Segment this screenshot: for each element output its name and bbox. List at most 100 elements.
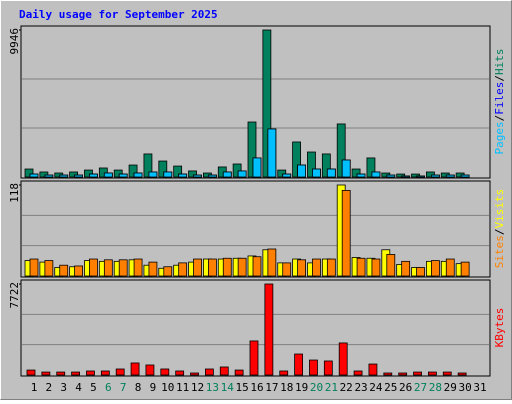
- x-tick-label: 6: [105, 381, 112, 394]
- bar: [173, 165, 183, 178]
- x-tick-label: 24: [369, 381, 383, 394]
- x-tick-label: 27: [414, 381, 427, 394]
- bar: [267, 248, 277, 277]
- legend-entry: Files: [493, 82, 506, 115]
- x-tick-label: 8: [135, 381, 142, 394]
- bar: [133, 258, 143, 277]
- bar: [118, 259, 128, 277]
- legend-entry: Pages: [493, 121, 506, 154]
- x-tick-label: 29: [444, 381, 457, 394]
- bar: [247, 121, 257, 178]
- bar: [29, 173, 39, 178]
- x-tick-label: 21: [325, 381, 338, 394]
- bar: [427, 371, 437, 376]
- bar: [411, 173, 420, 178]
- bar: [163, 171, 173, 178]
- bar: [416, 267, 425, 277]
- bar: [24, 168, 34, 178]
- bar: [190, 372, 199, 376]
- x-tick-label: 13: [206, 381, 219, 394]
- bar: [366, 157, 376, 178]
- bar: [460, 174, 470, 178]
- x-tick-label: 16: [250, 381, 263, 394]
- bar: [430, 174, 440, 178]
- bar: [148, 171, 158, 178]
- x-tick-label: 7: [120, 381, 127, 394]
- bar: [188, 170, 197, 178]
- bar: [86, 370, 95, 376]
- bar: [178, 173, 188, 178]
- bar: [29, 258, 39, 277]
- bar: [193, 174, 202, 178]
- bar: [341, 159, 351, 178]
- bar: [396, 173, 406, 178]
- chart-title: Daily usage for September 2025: [19, 8, 218, 21]
- bar: [89, 258, 98, 277]
- bar: [143, 153, 153, 178]
- bar: [460, 261, 470, 277]
- bar: [356, 173, 366, 178]
- bar: [69, 171, 78, 178]
- legend-separator: /: [493, 75, 506, 82]
- bar: [219, 366, 229, 376]
- bar: [163, 266, 173, 277]
- bar: [128, 164, 138, 178]
- bar: [74, 265, 83, 277]
- bar: [103, 259, 113, 277]
- bar: [84, 169, 93, 178]
- bar: [115, 368, 125, 376]
- bar: [222, 257, 232, 277]
- bar: [249, 340, 259, 376]
- x-tick-label: 30: [459, 381, 472, 394]
- legend-entry: Sites: [493, 235, 506, 268]
- bar: [351, 168, 361, 178]
- bar: [356, 257, 366, 277]
- bar: [371, 171, 381, 178]
- bar: [307, 151, 316, 178]
- bar: [336, 123, 346, 178]
- legend-entry: Visits: [493, 189, 506, 229]
- bar: [113, 169, 123, 178]
- bar: [158, 160, 168, 178]
- bar: [222, 171, 232, 178]
- bar: [207, 174, 217, 178]
- bar: [103, 172, 113, 178]
- bar: [383, 372, 393, 376]
- bar: [279, 370, 289, 376]
- bar: [386, 174, 396, 178]
- bar: [175, 370, 185, 376]
- x-tick-label: 26: [399, 381, 412, 394]
- bar: [312, 168, 321, 178]
- bar: [204, 368, 214, 376]
- x-tick-label: 4: [75, 381, 82, 394]
- legend: Pages/Files/Hits: [493, 49, 506, 155]
- x-tick-label: 3: [60, 381, 67, 394]
- legend-entry: Hits: [493, 49, 506, 76]
- bar: [321, 153, 331, 178]
- bar: [368, 363, 378, 376]
- bar: [277, 169, 287, 178]
- bar: [398, 372, 408, 376]
- bar: [262, 29, 272, 178]
- bar: [130, 362, 140, 376]
- legend: Sites/Visits: [493, 189, 506, 269]
- bar: [294, 353, 304, 376]
- bar: [326, 258, 336, 277]
- bar: [292, 141, 302, 178]
- bar: [430, 260, 440, 277]
- bar: [234, 369, 244, 376]
- bar: [282, 262, 292, 277]
- bar: [445, 174, 455, 178]
- bar: [98, 167, 108, 178]
- bar: [207, 258, 217, 277]
- bar: [413, 371, 422, 376]
- legend-separator: /: [493, 229, 506, 236]
- bar: [232, 163, 242, 178]
- legend-entry: KBytes: [493, 308, 506, 348]
- bar: [193, 258, 202, 277]
- x-tick-label: 12: [191, 381, 204, 394]
- x-tick-label: 2: [46, 381, 53, 394]
- bar: [59, 264, 69, 277]
- y-tick-label: 118: [8, 183, 21, 203]
